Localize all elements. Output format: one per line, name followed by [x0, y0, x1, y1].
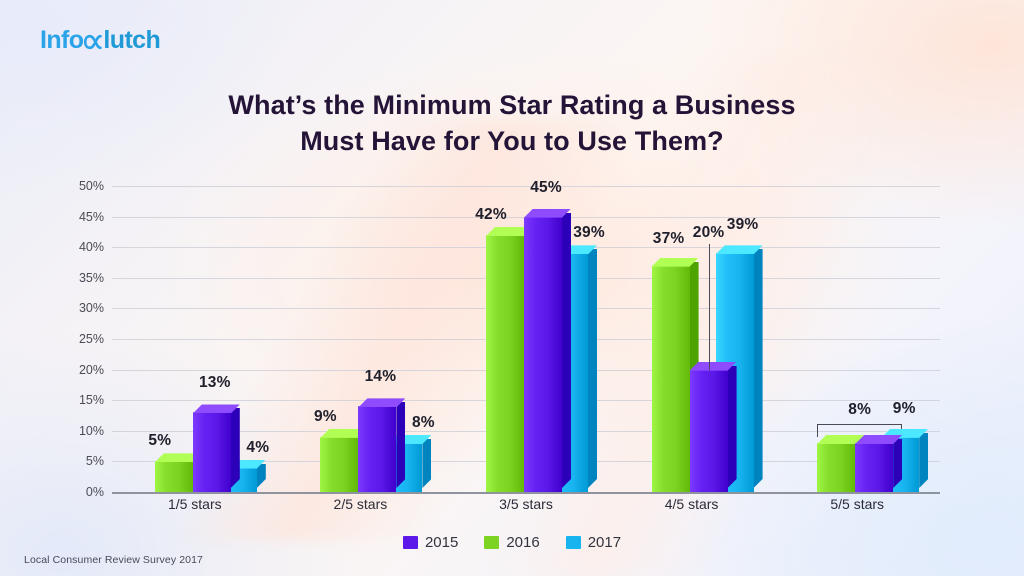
- value-label-2016-2-5-stars: 9%: [313, 407, 337, 425]
- legend-label: 2017: [587, 534, 622, 551]
- axis-baseline: [112, 492, 940, 494]
- value-label-2015-3-5-stars: 45%: [530, 178, 562, 196]
- bar-side-face: [588, 249, 597, 488]
- bar-2015-1-5-stars[interactable]: [192, 412, 231, 492]
- value-label-2016-4-5-stars: 37%: [652, 229, 685, 247]
- bar-2016-5-5-stars[interactable]: [817, 443, 855, 492]
- logo-text-info: Info: [40, 26, 84, 54]
- value-label-2015-2-5-stars: 14%: [364, 368, 397, 386]
- page-title-line-2: Must Have for You to Use Them?: [300, 125, 724, 156]
- y-axis-tick-label: 45%: [78, 209, 104, 224]
- y-axis-tick-label: 40%: [78, 240, 104, 255]
- bar-side-face: [562, 213, 571, 488]
- legend-label: 2015: [424, 534, 459, 551]
- legend-item-2015[interactable]: 2015: [402, 534, 459, 551]
- bar-side-face: [396, 402, 405, 488]
- y-axis-tick-label: 5%: [85, 454, 104, 469]
- logo-text-lutch: lutch: [103, 26, 161, 54]
- x-axis-category-label: 2/5 stars: [333, 496, 388, 512]
- bar-2015-3-5-stars[interactable]: [524, 217, 562, 492]
- legend-swatch-2016: [484, 536, 500, 549]
- y-axis-tick-label: 0%: [85, 485, 104, 499]
- x-axis-category-label: 4/5 stars: [664, 496, 719, 512]
- source-note: Local Consumer Review Survey 2017: [24, 554, 203, 566]
- bar-2016-2-5-stars[interactable]: [320, 437, 358, 492]
- infinity-c-icon: [83, 33, 103, 51]
- bar-front-face: [855, 443, 894, 492]
- bar-side-face: [754, 249, 763, 488]
- infoclutch-logo: Info lutch: [40, 26, 161, 54]
- bar-2016-3-5-stars[interactable]: [486, 235, 524, 492]
- legend-swatch-2015: [402, 536, 418, 549]
- y-axis-tick-label: 15%: [78, 393, 104, 408]
- value-label-2016-1-5-stars: 5%: [148, 432, 172, 450]
- bar-2016-1-5-stars[interactable]: [154, 461, 193, 492]
- value-label-2015-4-5-stars: 20%: [692, 223, 725, 241]
- bar-front-face: [524, 216, 562, 492]
- bar-front-face: [817, 443, 856, 492]
- bar-2015-5-5-stars[interactable]: [855, 443, 893, 492]
- value-label-2015-1-5-stars: 13%: [198, 374, 231, 392]
- legend-item-2017[interactable]: 2017: [565, 534, 622, 551]
- value-label-leader-line: [708, 243, 710, 370]
- legend-swatch-2017: [565, 536, 581, 549]
- bar-side-face: [728, 366, 737, 488]
- y-axis-tick-label: 10%: [78, 423, 104, 438]
- bar-2016-4-5-stars[interactable]: [651, 265, 690, 492]
- bar-2015-4-5-stars[interactable]: [689, 369, 728, 492]
- y-axis-tick-label: 50%: [78, 179, 104, 193]
- bar-front-face: [320, 436, 359, 492]
- y-axis-tick-label: 20%: [78, 362, 104, 377]
- value-label-2016-3-5-stars: 42%: [475, 205, 507, 223]
- bar-side-face: [231, 408, 240, 488]
- bar-chart: 5% 13% 4% 9% 14% 8% 42% 45% 39% 37% 20% 39% 8% 9% 0% 5…: [72, 179, 952, 512]
- y-axis-tick-label: 35%: [78, 270, 104, 285]
- bar-front-face: [651, 265, 690, 492]
- bar-2015-2-5-stars[interactable]: [358, 406, 396, 492]
- y-axis-tick-label: 25%: [78, 332, 104, 346]
- x-axis-category-label: 5/5 stars: [830, 496, 885, 512]
- bar-front-face: [486, 234, 524, 492]
- value-label-2017-3-5-stars: 39%: [573, 224, 605, 242]
- legend-label: 2016: [506, 534, 540, 551]
- plot-area: 5% 13% 4% 9% 14% 8% 42% 45% 39% 37% 20% 39% 8% 9%: [112, 179, 940, 494]
- x-axis-category-label: 3/5 stars: [499, 496, 553, 512]
- bar-side-face: [257, 464, 266, 488]
- value-label-2016-2015-5-5-stars: 8%: [848, 401, 872, 419]
- bar-front-face: [192, 412, 231, 492]
- bar-front-face: [358, 406, 397, 492]
- legend-item-2016[interactable]: 2016: [484, 534, 540, 551]
- page-title-line-1: What’s the Minimum Star Rating a Busines…: [228, 90, 796, 120]
- page-title: What’s the Minimum Star Rating a Busines…: [0, 88, 1024, 160]
- gridline: [112, 186, 940, 187]
- value-label-2017-2-5-stars: 8%: [411, 414, 435, 432]
- y-axis-tick-label: 30%: [78, 301, 104, 316]
- value-label-2017-1-5-stars: 4%: [246, 438, 270, 456]
- bar-front-face: [689, 369, 728, 492]
- value-label-2017-4-5-stars: 39%: [726, 216, 759, 234]
- chart-legend: 2015 2016 2017: [0, 534, 1024, 551]
- value-label-2017-5-5-stars: 9%: [892, 399, 916, 417]
- x-axis-category-label: 1/5 stars: [167, 496, 222, 512]
- bar-side-face: [422, 439, 431, 488]
- bar-front-face: [154, 461, 193, 492]
- bar-side-face: [919, 433, 928, 488]
